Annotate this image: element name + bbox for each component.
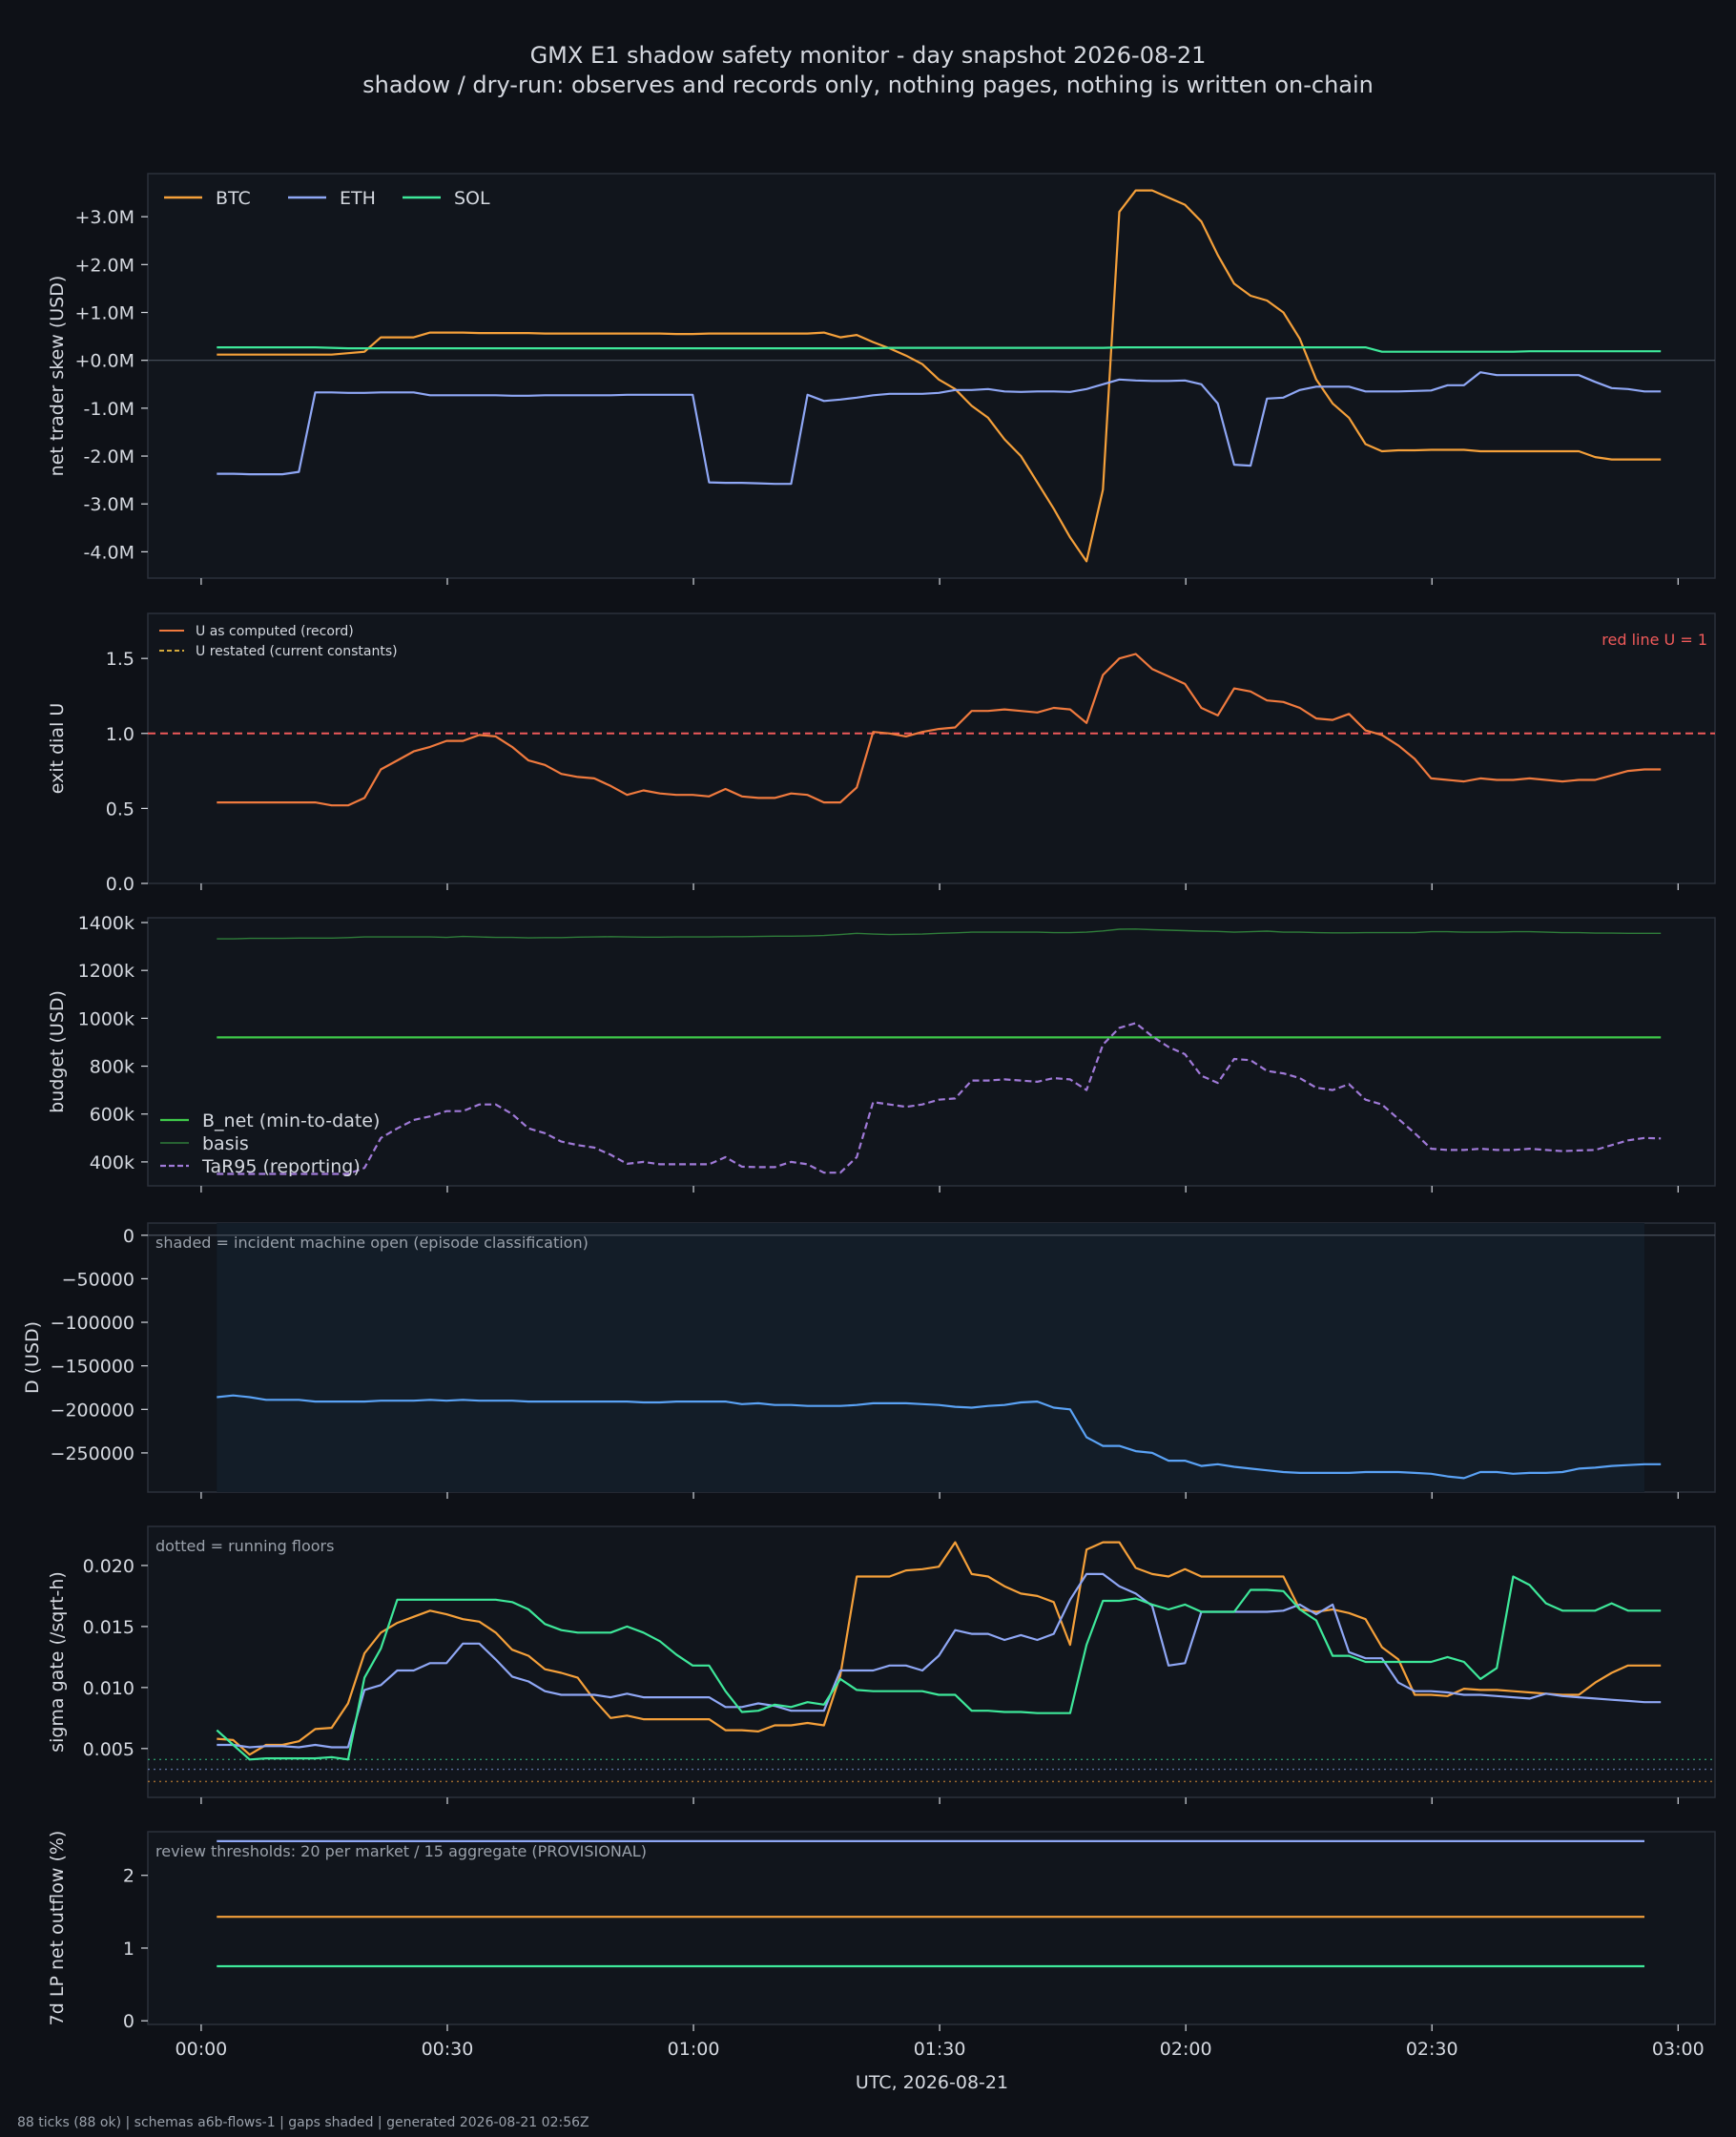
y-tick-label: 0.5 xyxy=(106,799,134,820)
panel-frame xyxy=(147,612,1716,884)
panels-group: +3.0M +2.0M +1.0M +0.0M -1.0M -2.0M -3.0M -4.0M… xyxy=(22,173,1716,2060)
legend-label: basis xyxy=(202,1133,249,1154)
y-tick-label: 0.0 xyxy=(106,874,134,895)
y-tick-label: 1000k xyxy=(78,1008,134,1029)
y-tick-label: -4.0M xyxy=(84,542,134,563)
x-tick-label: 01:30 xyxy=(914,2039,966,2060)
panel-frame xyxy=(147,917,1716,1187)
y-tick-label: +0.0M xyxy=(74,351,134,372)
panel-6: 2 1 0 7d LP net outflow (%) review threshold… xyxy=(47,1831,1716,2032)
x-tick-label: 02:30 xyxy=(1406,2039,1458,2060)
chart-title: GMX E1 shadow safety monitor - day snaps… xyxy=(530,42,1207,69)
y-tick-label: +2.0M xyxy=(74,255,134,276)
series-line-d xyxy=(217,1394,1662,1480)
panel-1: +3.0M +2.0M +1.0M +0.0M -1.0M -2.0M -3.0M -4.0M… xyxy=(47,173,1716,585)
legend-label: U restated (current constants) xyxy=(196,644,398,659)
y-tick-label: 1200k xyxy=(78,961,134,982)
incident-shade xyxy=(217,1223,1645,1492)
series-line-eth xyxy=(217,371,1662,486)
y-tick-label: 600k xyxy=(90,1105,134,1126)
y-tick-label: 0.005 xyxy=(83,1739,134,1760)
series-line-u-as-computed-record- xyxy=(217,653,1662,807)
x-tick-label: 00:00 xyxy=(176,2039,228,2060)
legend-label: U as computed (record) xyxy=(196,624,354,639)
redline-annotation: red line U = 1 xyxy=(1602,631,1707,649)
y-tick-label: −150000 xyxy=(51,1357,134,1378)
y-axis-label: exit dial U xyxy=(47,703,68,795)
y-axis-label: budget (USD) xyxy=(47,990,68,1113)
y-axis-label: D (USD) xyxy=(22,1321,43,1394)
y-tick-label: -1.0M xyxy=(84,399,134,420)
series-line-btc xyxy=(217,189,1662,563)
y-tick-label: 1.0 xyxy=(106,724,134,745)
panel-frame xyxy=(147,1831,1716,2025)
series-line-eth xyxy=(217,1572,1662,1749)
y-axis-label: net trader skew (USD) xyxy=(47,276,68,477)
chart-subtitle: shadow / dry-run: observes and records o… xyxy=(362,72,1374,98)
panel-5: 0.020 0.015 0.010 0.005 sigma gate (/sqrt-h)… xyxy=(47,1525,1716,1804)
y-tick-label: 0.015 xyxy=(83,1617,134,1638)
y-tick-label: 0.020 xyxy=(83,1556,134,1577)
panel-annotation: shaded = incident machine open (episode … xyxy=(155,1234,589,1252)
y-tick-label: 400k xyxy=(90,1152,134,1173)
x-tick-label: 00:30 xyxy=(422,2039,474,2060)
y-tick-label: 800k xyxy=(90,1057,134,1078)
y-axis-label: sigma gate (/sqrt-h) xyxy=(47,1571,68,1753)
legend-label: B_net (min-to-date) xyxy=(202,1110,380,1131)
legend-label: SOL xyxy=(454,188,490,209)
footer-status: 88 ticks (88 ok) | schemas a6b-flows-1 |… xyxy=(17,2115,589,2130)
series-line-sol xyxy=(217,346,1662,353)
panel-3: 1400k 1200k 1000k 800k 600k 400k budget (USD) B… xyxy=(47,913,1716,1193)
panel-2: 1.5 1.0 0.5 0.0 exit dial U U as computed (re… xyxy=(47,612,1716,895)
panel-annotation: dotted = running floors xyxy=(155,1537,334,1555)
x-tick-label: 01:00 xyxy=(668,2039,720,2060)
series-line-basis xyxy=(217,928,1662,940)
y-tick-label: 1.5 xyxy=(106,649,134,670)
x-tick-label: 03:00 xyxy=(1652,2039,1705,2060)
y-tick-label: −250000 xyxy=(51,1443,134,1464)
y-tick-label: +3.0M xyxy=(74,207,134,228)
series-line-tar95-reporting- xyxy=(217,1022,1662,1175)
panel-frame xyxy=(147,173,1716,579)
panel-4: 0 −50000 −100000 −150000 −200000 −250000 D (US… xyxy=(22,1222,1716,1499)
y-tick-label: 2 xyxy=(123,1866,134,1887)
y-tick-label: −50000 xyxy=(62,1269,134,1290)
y-tick-label: 0.010 xyxy=(83,1678,134,1699)
y-tick-label: 1400k xyxy=(78,913,134,934)
y-tick-label: -2.0M xyxy=(84,446,134,467)
series-line-sol xyxy=(216,1575,1662,1761)
panel-annotation: review thresholds: 20 per market / 15 ag… xyxy=(155,1842,647,1860)
legend-label: TaR95 (reporting) xyxy=(201,1156,361,1177)
series-line-btc xyxy=(217,1541,1662,1756)
y-tick-label: +1.0M xyxy=(74,303,134,324)
y-tick-label: 1 xyxy=(123,1939,134,1960)
y-tick-label: 0 xyxy=(123,1226,134,1247)
legend-label: ETH xyxy=(340,188,376,209)
y-tick-label: −200000 xyxy=(51,1400,134,1421)
y-tick-label: −100000 xyxy=(51,1313,134,1334)
x-axis-label: UTC, 2026-08-21 xyxy=(856,2072,1008,2093)
x-tick-label: 02:00 xyxy=(1160,2039,1212,2060)
y-tick-label: 0 xyxy=(123,2011,134,2032)
legend-label: BTC xyxy=(216,188,251,209)
y-tick-label: -3.0M xyxy=(84,494,134,515)
y-axis-label: 7d LP net outflow (%) xyxy=(47,1831,68,2026)
